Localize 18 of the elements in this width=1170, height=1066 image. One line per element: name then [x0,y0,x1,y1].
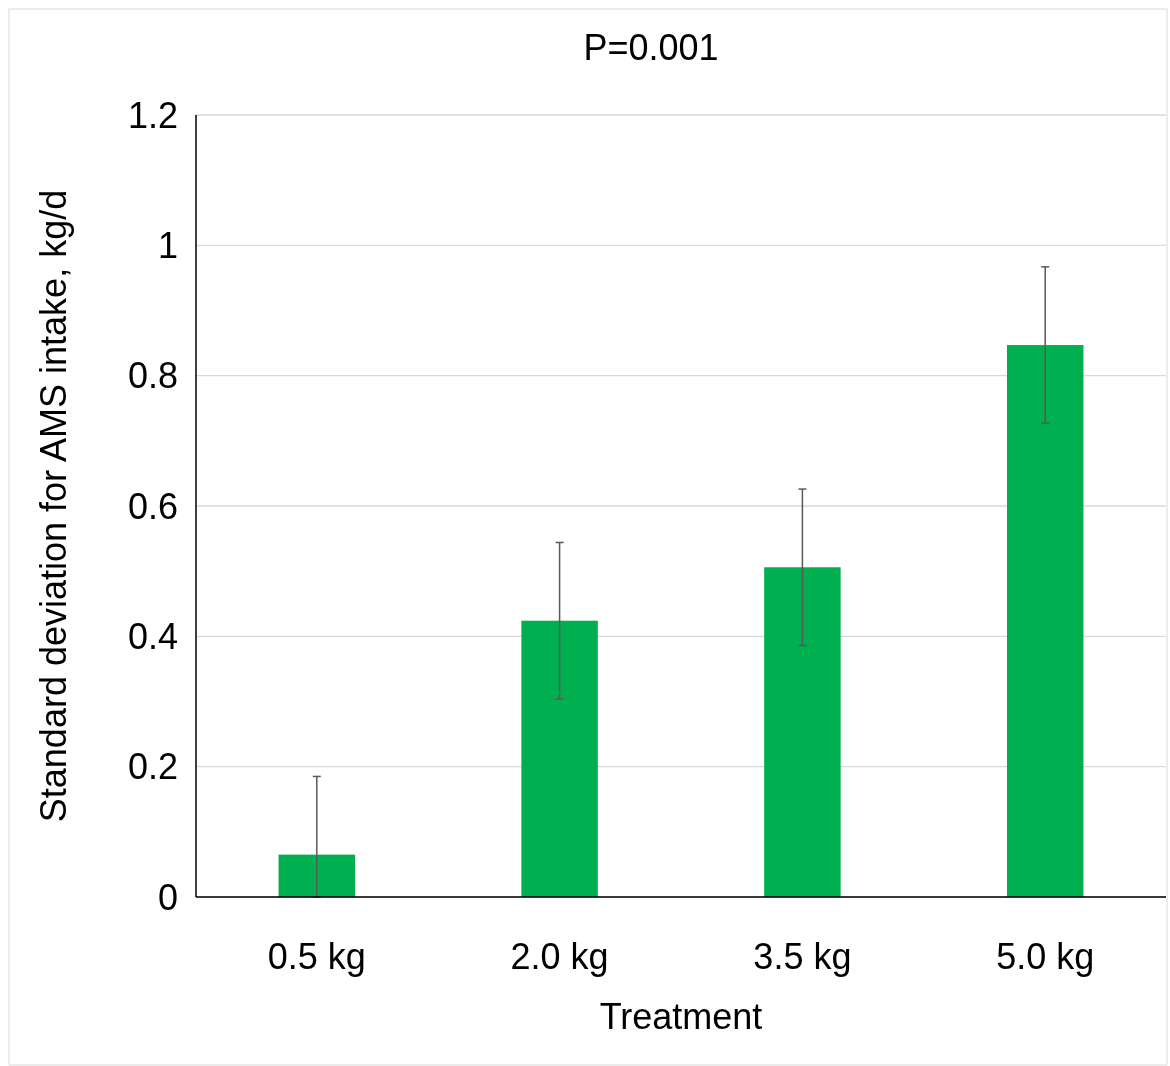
bar [521,620,598,897]
chart-title: P=0.001 [583,27,719,68]
bar [1006,345,1084,897]
y-tick-label: 0.8 [127,355,178,397]
x-tick-label: 5.0 kg [996,936,1095,977]
y-axis-title: Standard deviation for AMS intake, kg/d [33,189,74,823]
y-tick-label: 1.2 [127,94,178,136]
y-tick-label: 1 [157,224,178,266]
bar [278,854,356,897]
bar [764,567,841,897]
y-tick-label: 0 [157,876,178,918]
x-axis-title: Treatment [599,996,763,1037]
y-tick-label: 0.6 [127,485,178,527]
x-tick-label: 2.0 kg [510,936,609,977]
y-tick-label: 0.2 [127,746,178,788]
x-tick-label: 3.5 kg [753,936,852,977]
y-tick-label: 0.4 [127,615,178,657]
x-tick-label: 0.5 kg [267,936,366,977]
